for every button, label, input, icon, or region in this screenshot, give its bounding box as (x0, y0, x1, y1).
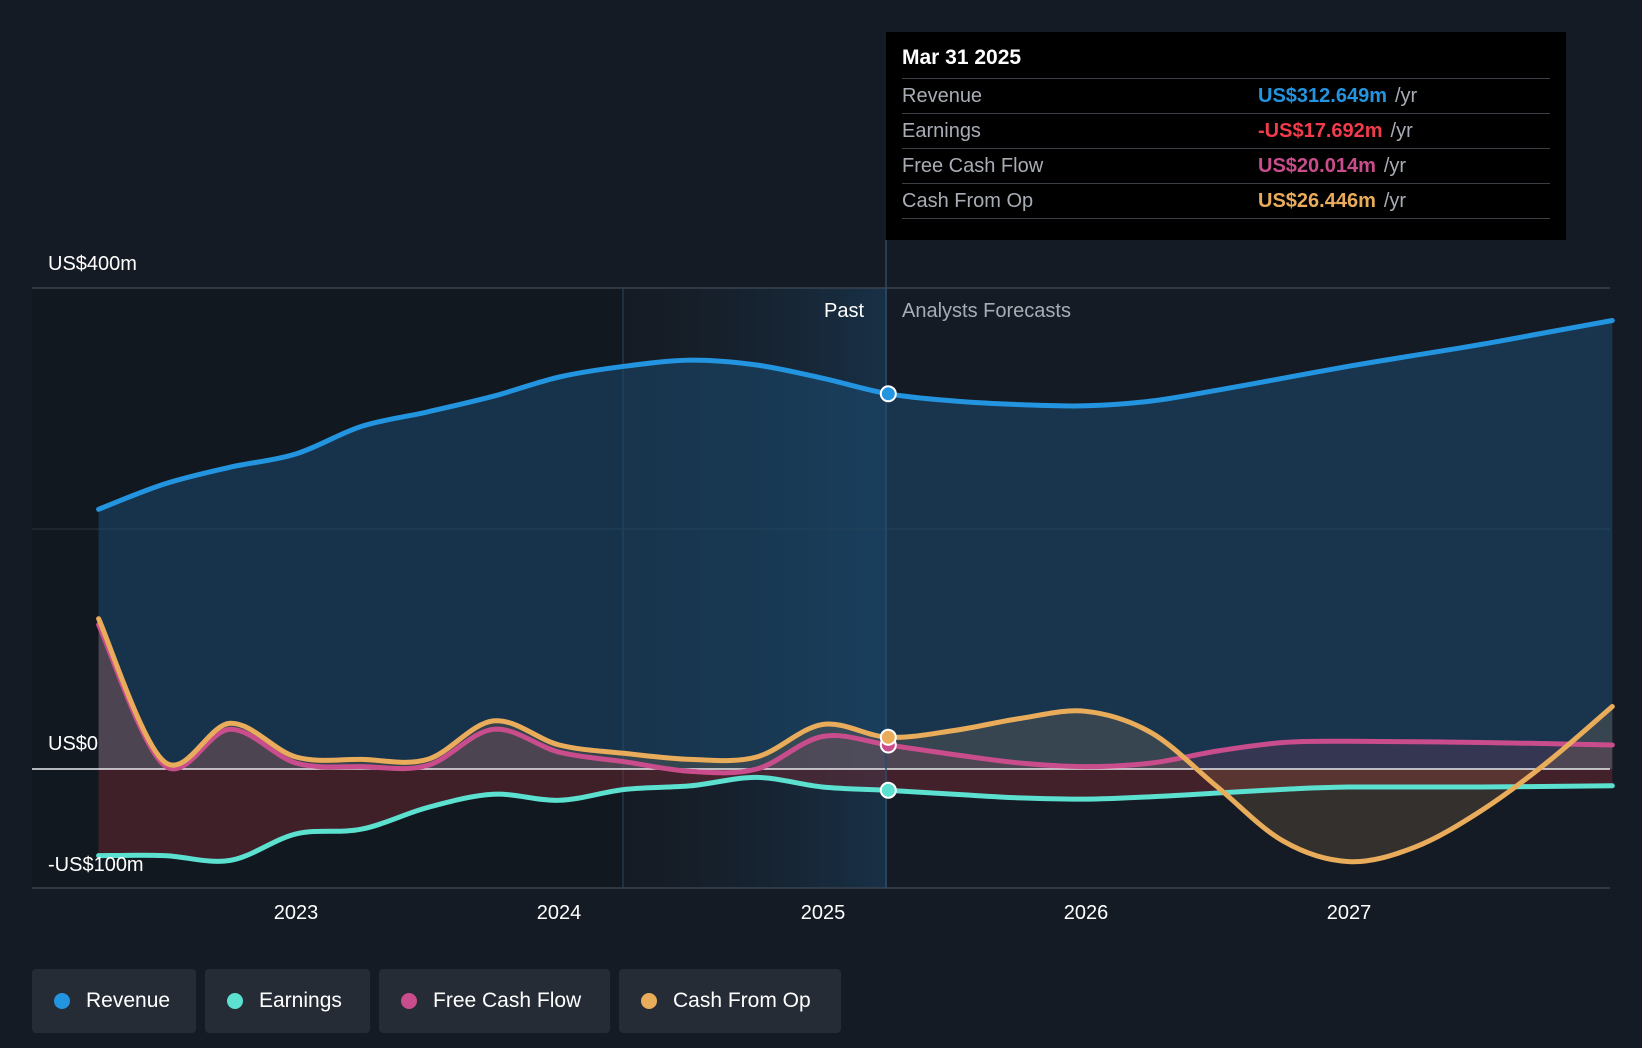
legend-dot-icon (227, 993, 243, 1009)
y-tick-label-neg100: -US$100m (48, 854, 144, 876)
tooltip-row-value: US$20.014m (1258, 154, 1376, 177)
chart-canvas (32, 240, 1615, 889)
tooltip-row-value: US$312.649m (1258, 84, 1387, 107)
tooltip-row-unit: /yr (1394, 84, 1418, 107)
legend-item-cash-from-op[interactable]: Cash From Op (619, 969, 841, 1033)
forecast-label: Analysts Forecasts (902, 300, 1071, 322)
legend-label: Revenue (86, 989, 171, 1012)
chart-legend: Revenue Earnings Free Cash Flow Cash Fro… (32, 969, 841, 1033)
earnings-marker (879, 781, 897, 799)
tooltip-row-name: Free Cash Flow (902, 154, 1044, 177)
earnings-area (98, 769, 1613, 862)
tooltip-row-revenue: Revenue US$312.649m /yr (902, 79, 1550, 114)
legend-dot-icon (641, 993, 657, 1009)
legend-label: Cash From Op (673, 989, 811, 1012)
legend-dot-icon (401, 993, 417, 1009)
cash-from-op-marker (879, 728, 897, 746)
cash-from-op-line (96, 616, 1615, 865)
tooltip-row-cash-from-op: Cash From Op US$26.446m /yr (902, 184, 1550, 219)
tooltip-row-unit: /yr (1383, 189, 1407, 212)
revenue-area (98, 320, 1613, 769)
series-markers (879, 385, 897, 799)
tooltip-date: Mar 31 2025 (902, 46, 1550, 79)
tooltip-row-unit: /yr (1390, 119, 1413, 142)
series-lines (96, 318, 1615, 865)
data-tooltip: Mar 31 2025 Revenue US$312.649m /yr Earn… (886, 32, 1566, 240)
legend-item-earnings[interactable]: Earnings (205, 969, 370, 1033)
tooltip-row-value: -US$17.692m (1258, 119, 1383, 142)
legend-label: Earnings (259, 989, 342, 1012)
tooltip-row-name: Cash From Op (902, 189, 1034, 212)
tooltip-row-unit: /yr (1383, 154, 1407, 177)
legend-dot-icon (54, 993, 70, 1009)
x-tick-label-2026: 2026 (1063, 902, 1109, 924)
tooltip-row-name: Revenue (902, 84, 983, 107)
y-tick-label-400: US$400m (48, 253, 137, 275)
x-tick-label-2024: 2024 (536, 902, 582, 924)
tooltip-row-earnings: Earnings -US$17.692m /yr (902, 114, 1550, 149)
tooltip-row-free-cash-flow: Free Cash Flow US$20.014m /yr (902, 149, 1550, 184)
x-tick-label-2023: 2023 (273, 902, 319, 924)
tooltip-row-name: Earnings (902, 119, 981, 142)
x-tick-label-2027: 2027 (1326, 902, 1372, 924)
tooltip-row-value: US$26.446m (1258, 189, 1376, 212)
y-tick-label-0: US$0 (48, 733, 99, 755)
past-label: Past (824, 300, 865, 322)
earnings-line (96, 774, 1615, 864)
revenue-line (96, 318, 1615, 512)
legend-item-free-cash-flow[interactable]: Free Cash Flow (379, 969, 610, 1033)
legend-label: Free Cash Flow (433, 989, 582, 1012)
x-tick-label-2025: 2025 (800, 902, 846, 924)
revenue-marker (879, 385, 897, 403)
legend-item-revenue[interactable]: Revenue (32, 969, 196, 1033)
free-cash-flow-line (96, 622, 1615, 776)
